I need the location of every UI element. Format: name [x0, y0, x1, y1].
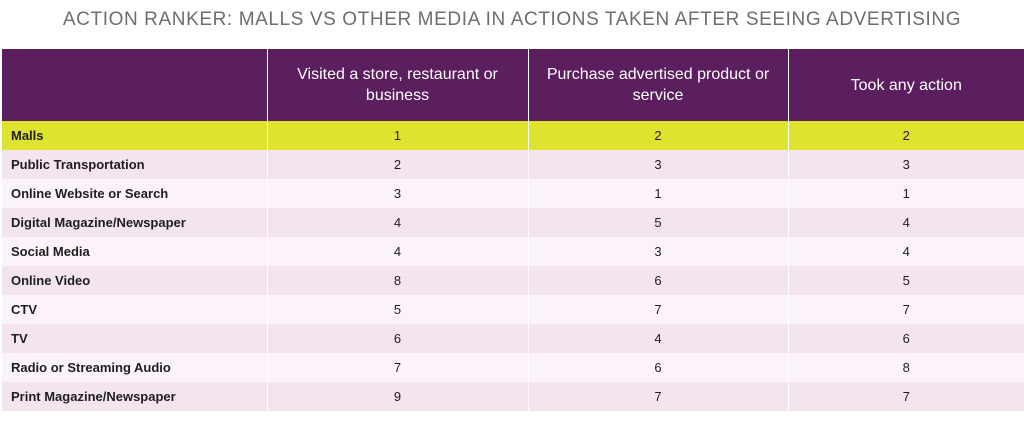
header-cell-visited: Visited a store, restaurant or business [266, 49, 528, 121]
rank-cell: 8 [787, 353, 1024, 382]
rank-cell: 1 [266, 121, 528, 150]
rank-cell: 5 [266, 295, 528, 324]
table-row: TV 6 4 6 [2, 324, 1024, 353]
rank-cell: 9 [266, 382, 528, 411]
rank-cell: 1 [787, 179, 1024, 208]
rank-cell: 6 [787, 324, 1024, 353]
rank-cell: 3 [527, 237, 788, 266]
rank-cell: 7 [266, 353, 528, 382]
row-label: TV [2, 324, 267, 353]
row-label: Online Website or Search [2, 179, 267, 208]
rank-cell: 2 [787, 121, 1024, 150]
table-row: Digital Magazine/Newspaper 4 5 4 [2, 208, 1024, 237]
table-row: CTV 5 7 7 [2, 295, 1024, 324]
rank-cell: 4 [527, 324, 788, 353]
rank-cell: 2 [266, 150, 528, 179]
table-row: Print Magazine/Newspaper 9 7 7 [2, 382, 1024, 411]
table-row: Social Media 4 3 4 [2, 237, 1024, 266]
row-label: Online Video [2, 266, 267, 295]
rank-cell: 8 [266, 266, 528, 295]
rank-cell: 5 [527, 208, 788, 237]
rank-cell: 7 [527, 295, 788, 324]
table-body: Malls 1 2 2 Public Transportation 2 3 3 Online W… [2, 121, 1024, 411]
header-cell-media [2, 49, 267, 121]
rank-cell: 5 [787, 266, 1024, 295]
row-label: Radio or Streaming Audio [2, 353, 267, 382]
table-row: Online Website or Search 3 1 1 [2, 179, 1024, 208]
row-label: Print Magazine/Newspaper [2, 382, 267, 411]
rank-cell: 4 [787, 208, 1024, 237]
rank-cell: 4 [787, 237, 1024, 266]
row-label: CTV [2, 295, 267, 324]
rank-cell: 4 [266, 208, 528, 237]
rank-cell: 7 [527, 382, 788, 411]
action-ranker-table: Visited a store, restaurant or business … [2, 49, 1024, 411]
rank-cell: 6 [266, 324, 528, 353]
row-label: Digital Magazine/Newspaper [2, 208, 267, 237]
table-row: Public Transportation 2 3 3 [2, 150, 1024, 179]
row-label: Malls [2, 121, 267, 150]
rank-cell: 6 [527, 266, 788, 295]
header-cell-any-action: Took any action [787, 49, 1024, 121]
table-row: Online Video 8 6 5 [2, 266, 1024, 295]
table-row: Radio or Streaming Audio 7 6 8 [2, 353, 1024, 382]
table-row: Malls 1 2 2 [2, 121, 1024, 150]
rank-cell: 7 [787, 295, 1024, 324]
rank-cell: 4 [266, 237, 528, 266]
header-cell-purchase: Purchase advertised product or service [527, 49, 788, 121]
rank-cell: 3 [527, 150, 788, 179]
rank-cell: 7 [787, 382, 1024, 411]
row-label: Public Transportation [2, 150, 267, 179]
rank-cell: 3 [787, 150, 1024, 179]
chart-title: ACTION RANKER: MALLS VS OTHER MEDIA IN A… [62, 9, 962, 30]
header-row: Visited a store, restaurant or business … [2, 49, 1024, 121]
row-label: Social Media [2, 237, 267, 266]
rank-cell: 2 [527, 121, 788, 150]
rank-cell: 6 [527, 353, 788, 382]
rank-cell: 3 [266, 179, 528, 208]
rank-cell: 1 [527, 179, 788, 208]
